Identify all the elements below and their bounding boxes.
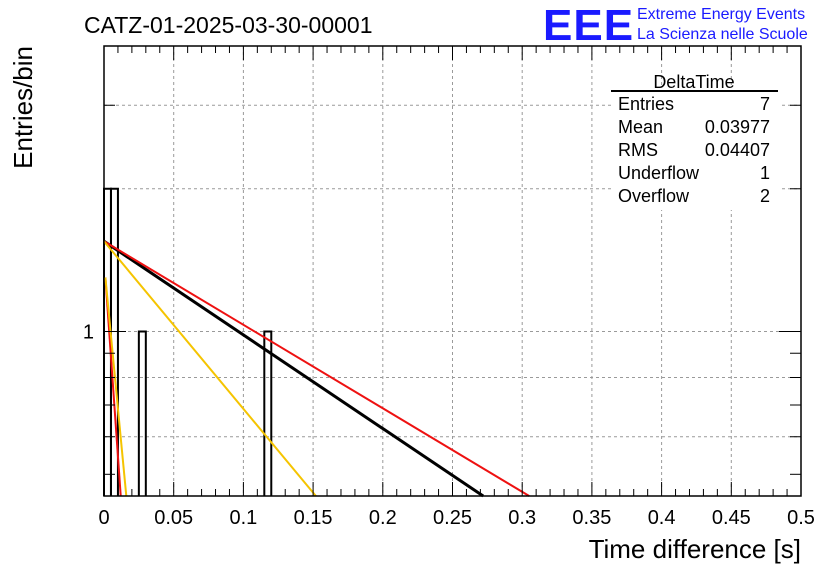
stats-value: 0.04407 [705, 140, 770, 160]
stats-label: Underflow [618, 163, 700, 183]
y-tick-labels: 1 [83, 322, 94, 344]
fit-line [103, 240, 317, 497]
x-tick-label: 0.35 [572, 507, 611, 529]
y-tick-label: 1 [83, 322, 94, 344]
axis-ticks [103, 45, 802, 496]
fit-line [104, 277, 128, 497]
grid-lines [104, 46, 801, 496]
x-tick-label: 0.45 [712, 507, 751, 529]
x-tick-label: 0.4 [648, 507, 676, 529]
logo-mark: EEE [543, 1, 634, 50]
stats-label: RMS [618, 140, 658, 160]
fit-line [103, 240, 485, 498]
histogram-bar [137, 330, 147, 496]
x-tick-label: 0.2 [369, 507, 397, 529]
stats-label: Mean [618, 117, 663, 137]
eee-logo: EEE Extreme Energy Events La Scienza nel… [543, 1, 808, 50]
fit-lines [103, 240, 530, 498]
stats-value: 2 [760, 186, 770, 206]
logo-line1: Extreme Energy Events [637, 6, 805, 23]
logo-line2: La Scienza nelle Scuole [637, 26, 808, 43]
x-axis-label: Time difference [s] [589, 534, 801, 564]
chart-title: CATZ-01-2025-03-30-00001 [84, 12, 373, 38]
stats-title: DeltaTime [653, 72, 734, 92]
stats-label: Overflow [618, 186, 690, 206]
x-tick-label: 0.05 [154, 507, 193, 529]
histogram-bar [263, 330, 273, 496]
x-tick-label: 0.1 [229, 507, 257, 529]
x-tick-label: 0.3 [508, 507, 536, 529]
stats-value: 0.03977 [705, 117, 770, 137]
x-tick-labels: 0 0.05 0.1 0.15 0.2 0.25 0.3 0.35 0.4 0.45 0.5 [98, 507, 814, 529]
x-tick-label: 0.5 [787, 507, 815, 529]
x-tick-label: 0 [98, 507, 109, 529]
stats-label: Entries [618, 94, 674, 114]
stats-box: DeltaTime Entries 7 Mean 0.03977 RMS 0.04407U… [611, 72, 781, 210]
x-tick-label: 0.25 [433, 507, 472, 529]
x-tick-label: 0.15 [294, 507, 333, 529]
y-axis-label: Entries/bin [8, 46, 38, 169]
stats-value: 7 [760, 94, 770, 114]
fit-line [103, 240, 530, 497]
stats-value: 1 [760, 163, 770, 183]
